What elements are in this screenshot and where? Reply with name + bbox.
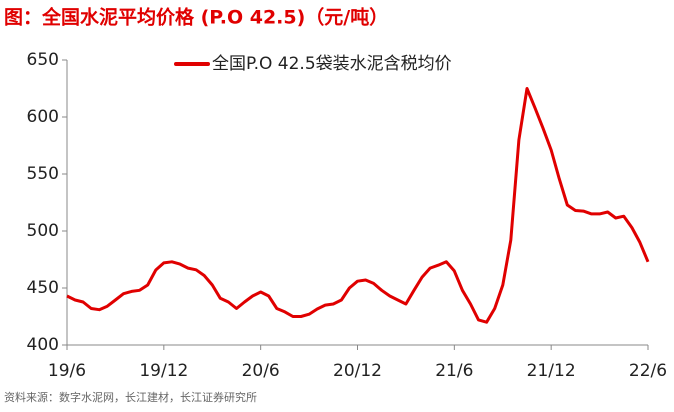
y-tick-label: 600 [27,107,59,127]
chart-title: 图：全国水泥平均价格 (P.O 42.5)（元/吨） [4,6,388,29]
x-tick-label: 19/6 [48,361,86,381]
y-tick-label: 400 [27,335,59,355]
series-line [66,87,650,324]
source-note: 资料来源：数字水泥网，长江建材，长江证券研究所 [4,390,257,404]
x-tick-label: 22/6 [629,361,667,381]
x-tick-label: 20/6 [242,361,280,381]
y-tick-label: 550 [27,164,59,184]
x-tick-label: 21/6 [435,361,473,381]
legend-label: 全国P.O 42.5袋装水泥含税均价 [212,54,452,74]
y-tick-label: 450 [27,278,59,298]
x-tick-label: 19/12 [139,361,188,381]
x-tick-label: 21/12 [527,361,576,381]
x-tick-label: 20/12 [333,361,382,381]
y-tick-label: 500 [27,221,59,241]
y-tick-label: 650 [27,50,59,70]
